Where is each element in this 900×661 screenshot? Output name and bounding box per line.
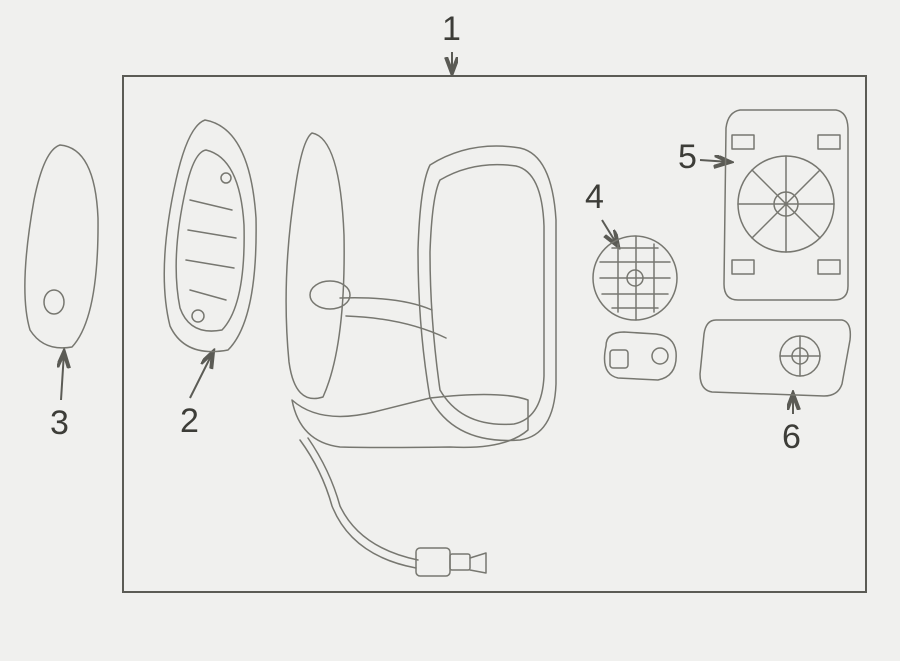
callout-label-5: 5 [678,138,697,177]
callout-label-6: 6 [782,418,801,457]
callout-line-4 [602,220,618,246]
callout-line-2 [190,352,213,398]
callout-label-3: 3 [50,404,69,443]
mirror-body [286,133,556,576]
callout-label-1: 1 [442,10,461,49]
part-2-base-gasket [164,120,256,352]
callout-label-4: 4 [585,178,604,217]
callout-line-3 [61,352,64,400]
part-6-lower-glass [700,320,850,396]
callout-label-2: 2 [180,402,199,441]
diagram-svg [0,0,900,661]
part-3-inner-trim-cover [25,145,98,348]
part-4-motor [593,236,677,380]
part-5-upper-glass [724,110,848,300]
diagram-stage: 1 2 3 4 5 6 [0,0,900,661]
